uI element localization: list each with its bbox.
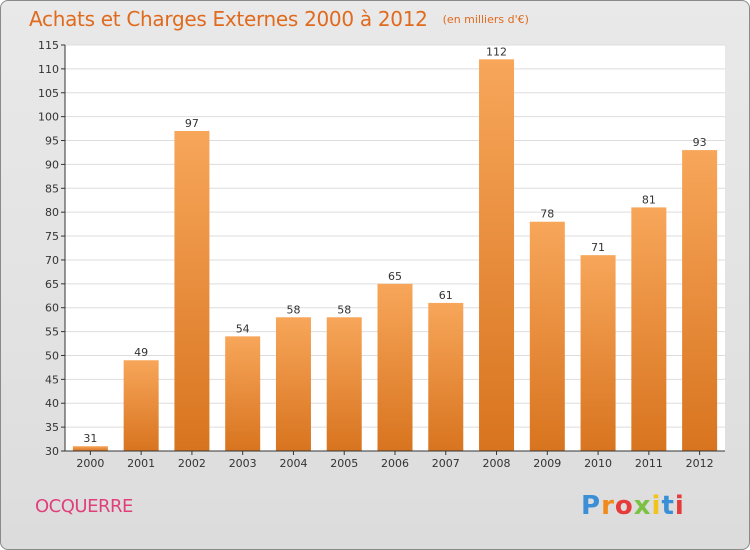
x-axis-ticks: 2000 2001 2002 2003 2004 2005 2006 2007 2008 2009… xyxy=(76,451,714,470)
data-label-2007: 61 xyxy=(439,289,453,302)
x-tick-label: 2011 xyxy=(635,457,663,470)
chart-title-block: Achats et Charges Externes 2000 à 2012 (… xyxy=(29,7,529,31)
y-tick-label: 30 xyxy=(45,445,59,458)
logo-letter: r xyxy=(601,491,615,521)
chart-title: Achats et Charges Externes 2000 à 2012 xyxy=(29,7,428,31)
bar-2002 xyxy=(174,130,210,451)
data-label-2010: 71 xyxy=(591,241,605,254)
x-tick-label: 2002 xyxy=(178,457,206,470)
x-tick-label: 2000 xyxy=(76,457,104,470)
data-label-2005: 58 xyxy=(337,303,351,316)
y-tick-label: 110 xyxy=(38,63,59,76)
proxiti-logo: Proxiti xyxy=(581,491,685,521)
bar-2000 xyxy=(72,446,108,451)
y-tick-label: 50 xyxy=(45,349,59,362)
bar-2008 xyxy=(479,59,515,452)
data-label-2006: 65 xyxy=(388,270,402,283)
x-tick-label: 2004 xyxy=(279,457,307,470)
bar-2010 xyxy=(580,255,616,451)
data-label-2001: 49 xyxy=(134,346,148,359)
bar-2001 xyxy=(123,360,159,451)
bar-2006 xyxy=(377,283,413,451)
location-name: OCQUERRE xyxy=(35,496,133,517)
data-label-2012: 93 xyxy=(693,136,707,149)
y-tick-label: 80 xyxy=(45,206,59,219)
x-tick-label: 2003 xyxy=(229,457,257,470)
x-tick-label: 2012 xyxy=(686,457,714,470)
chart-subtitle: (en milliers d'€) xyxy=(442,13,529,26)
y-tick-label: 55 xyxy=(45,326,59,339)
data-label-2008: 112 xyxy=(486,45,507,58)
y-tick-label: 95 xyxy=(45,135,59,148)
y-tick-label: 105 xyxy=(38,87,59,100)
data-label-2003: 54 xyxy=(236,322,250,335)
logo-letter: P xyxy=(581,491,602,521)
y-tick-label: 100 xyxy=(38,111,59,124)
x-tick-label: 2001 xyxy=(127,457,155,470)
y-tick-label: 60 xyxy=(45,302,59,315)
data-label-2002: 97 xyxy=(185,117,199,130)
bar-2011 xyxy=(631,207,667,451)
bar-2009 xyxy=(529,221,565,451)
logo-letter: i xyxy=(674,491,685,521)
bar-2003 xyxy=(225,336,261,451)
y-tick-label: 45 xyxy=(45,373,59,386)
x-tick-label: 2005 xyxy=(330,457,358,470)
y-tick-label: 85 xyxy=(45,182,59,195)
data-label-2009: 78 xyxy=(540,208,554,221)
logo-letter: t xyxy=(661,491,675,521)
y-tick-label: 65 xyxy=(45,278,59,291)
bar-2005 xyxy=(326,317,362,451)
data-label-2000: 31 xyxy=(83,432,97,445)
y-axis-ticks: 30 35 40 45 50 55 60 65 70 75 80 85 90 95 100 105 110 115 xyxy=(38,39,65,458)
y-tick-label: 90 xyxy=(45,158,59,171)
data-label-2004: 58 xyxy=(286,303,300,316)
y-tick-label: 115 xyxy=(38,39,59,52)
y-tick-label: 35 xyxy=(45,421,59,434)
x-tick-label: 2009 xyxy=(533,457,561,470)
y-tick-label: 40 xyxy=(45,397,59,410)
y-tick-label: 70 xyxy=(45,254,59,267)
bar-2007 xyxy=(428,302,464,451)
bars: 31 49 97 54 58 58 65 61 112 78 71 81 93 xyxy=(72,45,718,452)
x-tick-label: 2008 xyxy=(483,457,511,470)
x-tick-label: 2007 xyxy=(432,457,460,470)
x-tick-label: 2006 xyxy=(381,457,409,470)
bar-2004 xyxy=(275,317,311,451)
bar-2012 xyxy=(682,150,718,452)
logo-letter: x xyxy=(633,491,652,521)
data-label-2011: 81 xyxy=(642,193,656,206)
x-tick-label: 2010 xyxy=(584,457,612,470)
logo-letter: i xyxy=(651,491,662,521)
logo-letter: o xyxy=(614,491,634,521)
y-tick-label: 75 xyxy=(45,230,59,243)
